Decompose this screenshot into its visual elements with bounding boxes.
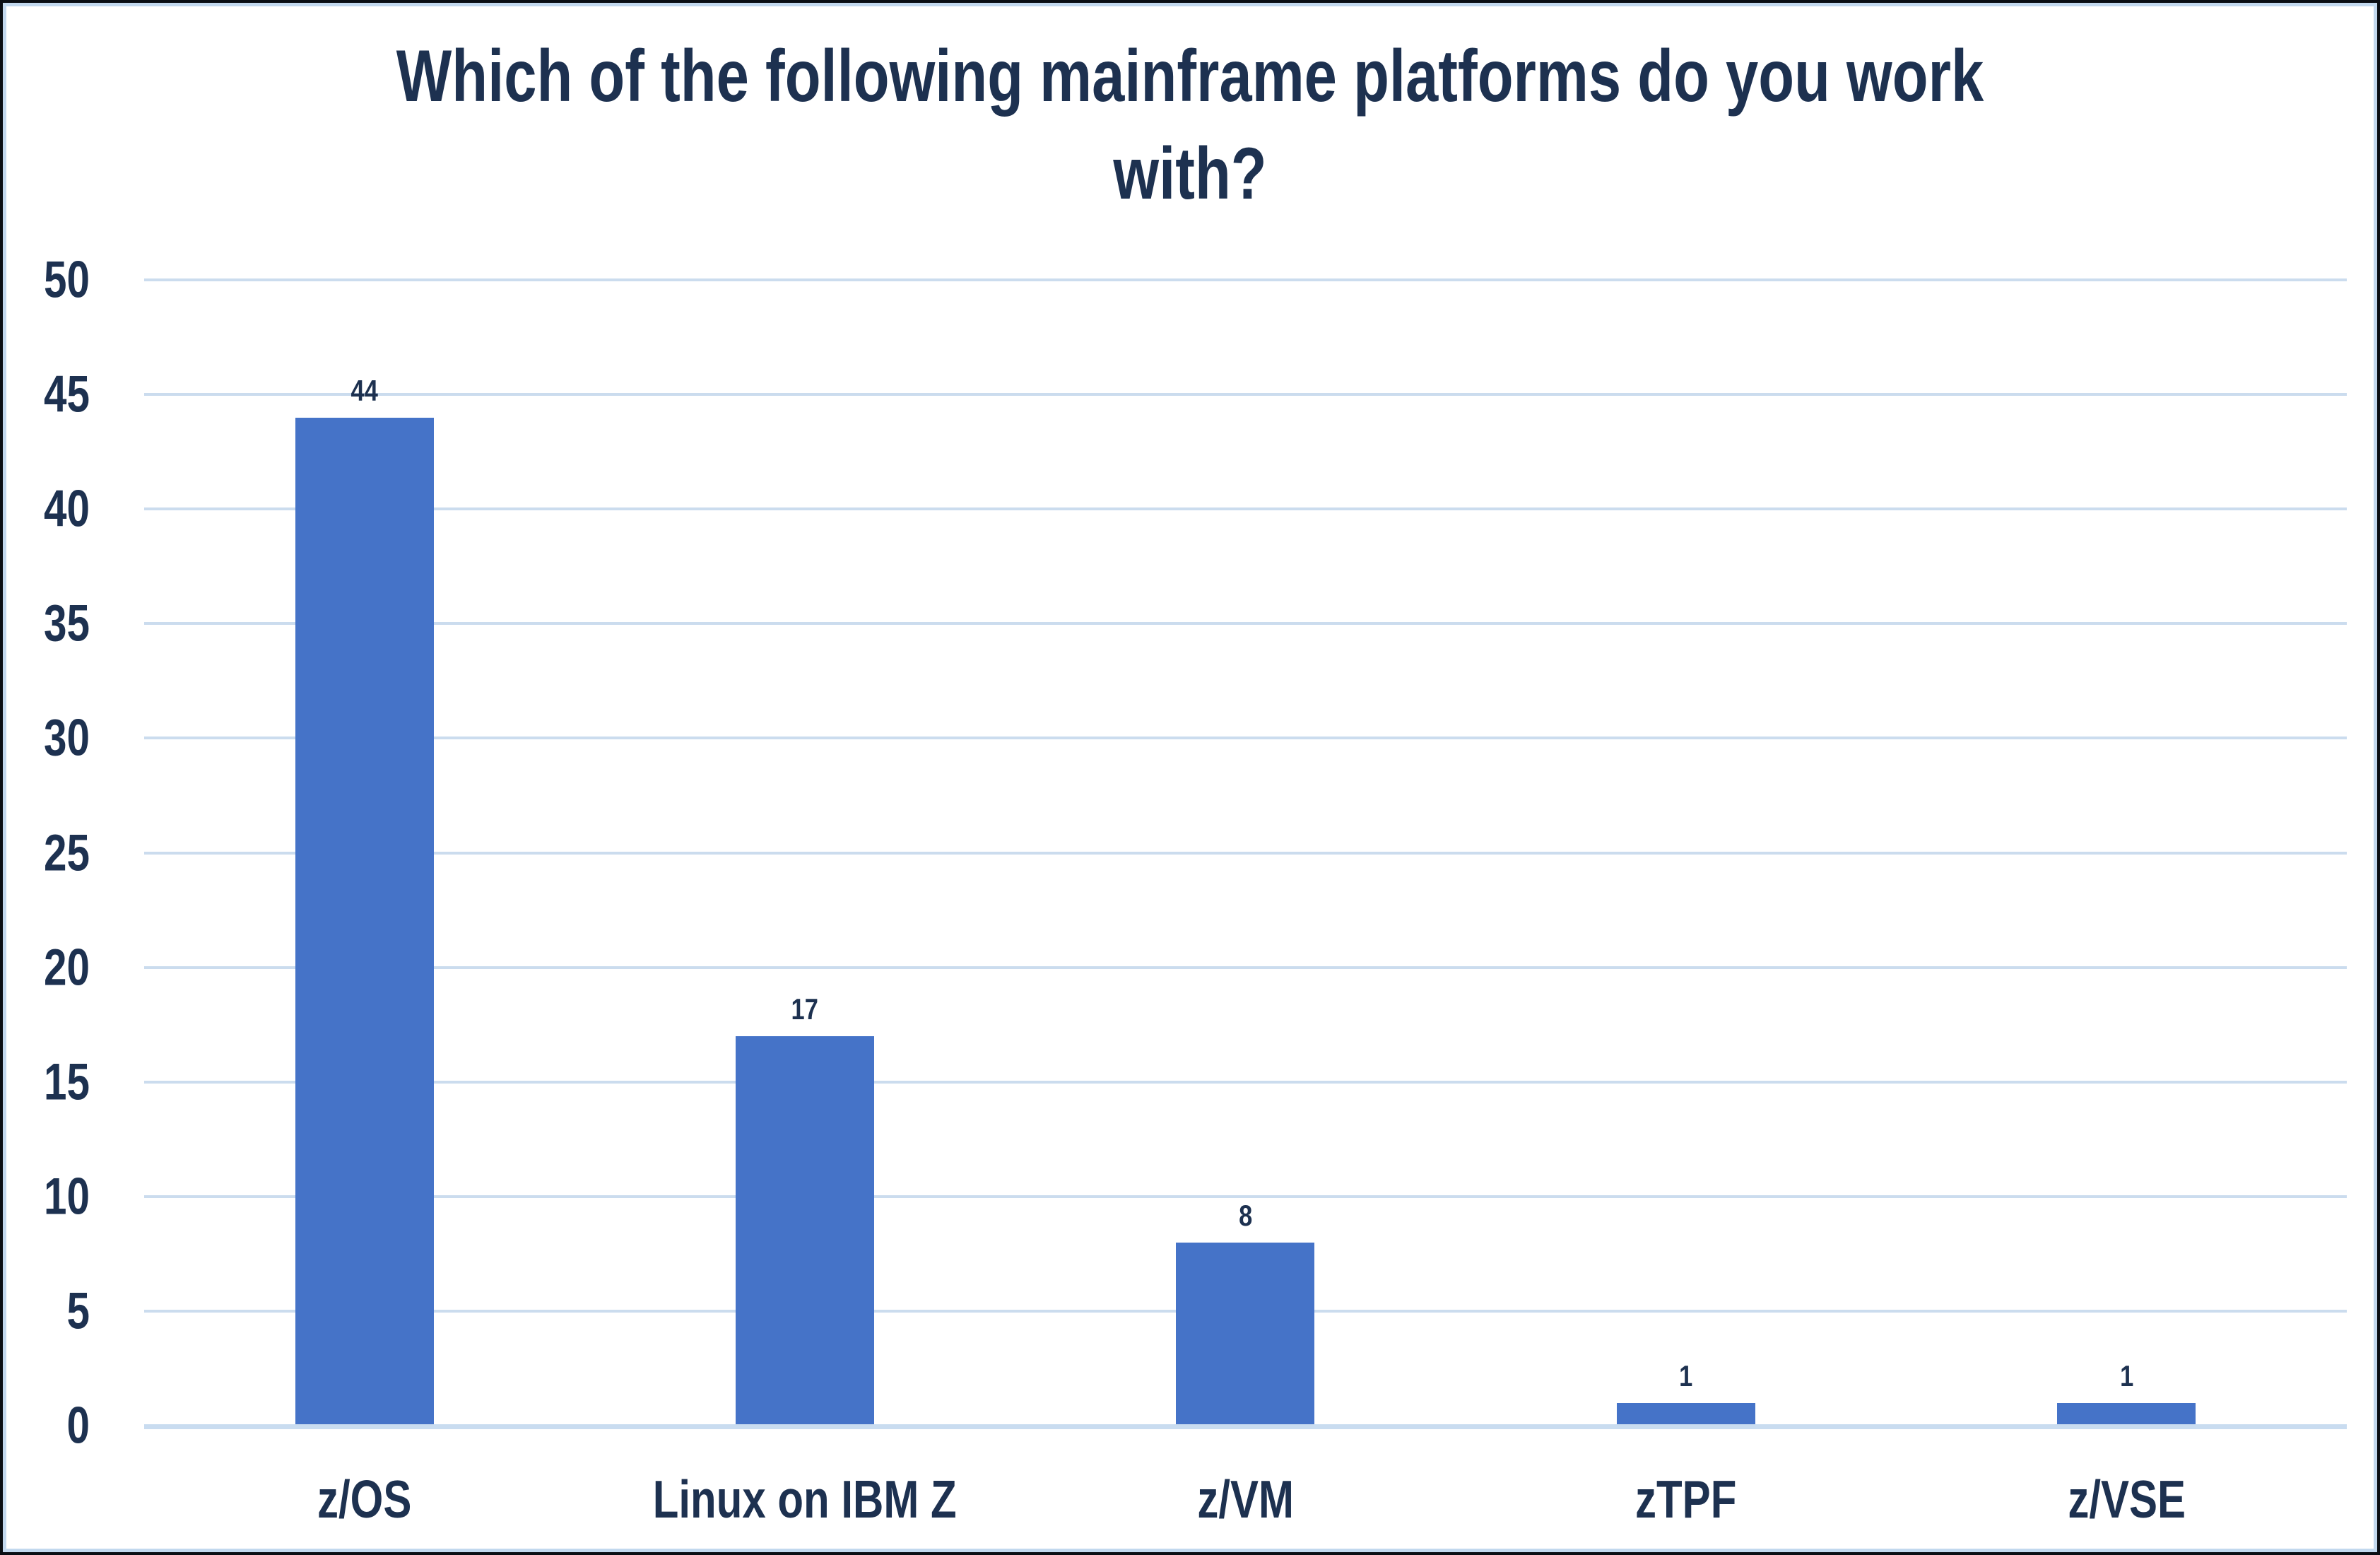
bar-group-z-os: 44 z/OS <box>144 280 584 1526</box>
gridline-15 <box>144 1080 2347 1084</box>
y-axis-tick-label-45: 45 <box>44 365 90 423</box>
bar-value-label-z-vm: 8 <box>1238 1198 1253 1232</box>
bar-ztpf <box>1616 1402 1755 1426</box>
gridline-20 <box>144 966 2347 969</box>
bar-linux-on-ibm-z <box>736 1035 875 1426</box>
y-axis-tick-label-35: 35 <box>44 594 90 652</box>
x-axis-category-label-z-vse: z/VSE <box>2067 1469 2186 1529</box>
bar-group-ztpf: 1 zTPF <box>1466 280 1906 1526</box>
x-axis-category-label-ztpf: zTPF <box>1635 1469 1737 1529</box>
bar-z-vse <box>2057 1402 2196 1426</box>
x-axis-baseline <box>144 1424 2347 1429</box>
x-axis-category-label-linux-on-ibm-z: Linux on IBM Z <box>653 1469 958 1529</box>
bar-value-label-ztpf: 1 <box>1679 1359 1693 1392</box>
chart-title-line-1: Which of the following mainframe platfor… <box>396 35 1984 117</box>
gridline-45 <box>144 393 2347 397</box>
y-axis-tick-label-30: 30 <box>44 709 90 767</box>
y-axis-tick-label-5: 5 <box>66 1282 90 1340</box>
gridline-35 <box>144 622 2347 626</box>
y-axis-tick-label-0: 0 <box>66 1397 90 1455</box>
y-axis-tick-label-10: 10 <box>44 1168 90 1226</box>
bar-z-os <box>295 417 434 1426</box>
x-axis-category-label-z-vm: z/VM <box>1197 1469 1294 1529</box>
bar-value-label-z-vse: 1 <box>2119 1359 2133 1392</box>
chart-inner-border: Which of the following mainframe platfor… <box>3 3 2377 1552</box>
plot-area: 44 z/OS 17 Linux on IBM Z 8 z/VM 1 zTPF 1 z/VSE <box>144 278 2347 1526</box>
y-axis-tick-label-25: 25 <box>44 824 90 881</box>
gridline-40 <box>144 507 2347 511</box>
chart-title: Which of the following mainframe platfor… <box>243 28 2137 223</box>
y-axis-tick-label-50: 50 <box>44 251 90 309</box>
bar-group-z-vse: 1 z/VSE <box>1907 280 2347 1526</box>
gridline-30 <box>144 737 2347 740</box>
y-axis-tick-label-15: 15 <box>44 1053 90 1111</box>
bar-value-label-linux-on-ibm-z: 17 <box>791 992 819 1026</box>
gridline-25 <box>144 851 2347 855</box>
bar-group-z-vm: 8 z/VM <box>1025 280 1466 1526</box>
x-axis-category-label-z-os: z/OS <box>317 1469 412 1529</box>
bar-z-vm <box>1176 1242 1315 1426</box>
bar-group-linux-on-ibm-z: 17 Linux on IBM Z <box>584 280 1025 1526</box>
chart-title-line-2: with? <box>1113 133 1267 215</box>
gridline-50 <box>144 278 2347 281</box>
bar-value-label-z-os: 44 <box>350 373 378 407</box>
y-axis: 0 5 10 15 20 25 30 35 40 45 50 <box>6 254 90 1452</box>
gridline-10 <box>144 1195 2347 1198</box>
y-axis-tick-label-40: 40 <box>44 480 90 538</box>
y-axis-tick-label-20: 20 <box>44 939 90 997</box>
